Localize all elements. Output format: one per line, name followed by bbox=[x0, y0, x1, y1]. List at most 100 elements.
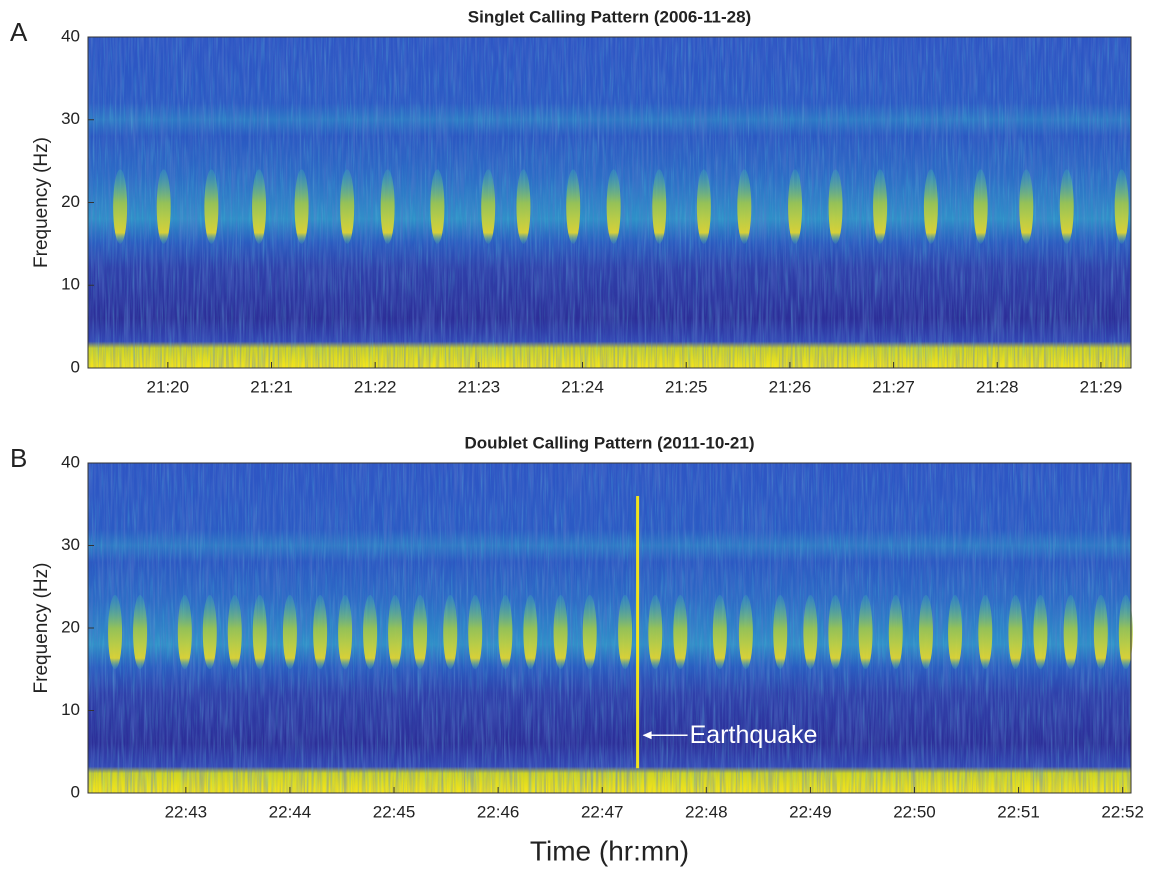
x-tick-label: 22:46 bbox=[477, 802, 520, 821]
x-tick-label: 22:43 bbox=[165, 802, 208, 821]
spectrogram-texture bbox=[88, 463, 1131, 793]
call bbox=[156, 169, 171, 244]
chart-title: Singlet Calling Pattern (2006-11-28) bbox=[468, 7, 751, 26]
x-axis-label: Time (hr:mn) bbox=[530, 835, 689, 866]
y-axis-label: Frequency (Hz) bbox=[31, 137, 52, 268]
y-tick-label: 10 bbox=[61, 700, 80, 719]
call bbox=[948, 595, 963, 670]
call bbox=[516, 169, 531, 244]
x-tick-label: 22:50 bbox=[893, 802, 936, 821]
y-tick-label: 10 bbox=[61, 275, 80, 294]
x-tick-label: 22:51 bbox=[997, 802, 1040, 821]
call bbox=[648, 595, 663, 670]
call bbox=[618, 595, 633, 670]
x-tick-label: 21:22 bbox=[354, 377, 397, 396]
call bbox=[738, 595, 753, 670]
call bbox=[973, 169, 988, 244]
call bbox=[294, 169, 309, 244]
y-tick-label: 0 bbox=[71, 357, 80, 376]
call bbox=[828, 169, 843, 244]
x-tick-label: 21:25 bbox=[665, 377, 708, 396]
call bbox=[1093, 595, 1108, 670]
call bbox=[712, 595, 727, 670]
call bbox=[1019, 169, 1034, 244]
y-tick-label: 20 bbox=[61, 192, 80, 211]
call bbox=[1063, 595, 1078, 670]
call bbox=[1033, 595, 1048, 670]
call bbox=[282, 595, 297, 670]
call bbox=[133, 595, 148, 670]
call bbox=[108, 595, 123, 670]
x-tick-label: 21:21 bbox=[250, 377, 293, 396]
call bbox=[788, 169, 803, 244]
call bbox=[673, 595, 688, 670]
y-tick-label: 20 bbox=[61, 617, 80, 636]
call bbox=[113, 169, 128, 244]
y-tick-label: 30 bbox=[61, 109, 80, 128]
call bbox=[828, 595, 843, 670]
call bbox=[873, 169, 888, 244]
y-tick-label: 0 bbox=[71, 782, 80, 801]
call bbox=[340, 169, 355, 244]
call bbox=[888, 595, 903, 670]
call bbox=[481, 169, 496, 244]
call bbox=[803, 595, 818, 670]
call bbox=[363, 595, 378, 670]
call bbox=[523, 595, 538, 670]
x-tick-label: 22:44 bbox=[269, 802, 312, 821]
x-tick-label: 21:26 bbox=[769, 377, 812, 396]
call bbox=[498, 595, 513, 670]
call bbox=[413, 595, 428, 670]
x-tick-label: 22:48 bbox=[685, 802, 728, 821]
call bbox=[1059, 169, 1074, 244]
call bbox=[737, 169, 752, 244]
y-tick-label: 40 bbox=[61, 26, 80, 45]
call bbox=[430, 169, 445, 244]
x-tick-label: 21:24 bbox=[561, 377, 604, 396]
call bbox=[380, 169, 395, 244]
call bbox=[468, 595, 483, 670]
panel-label: A bbox=[10, 17, 28, 47]
call bbox=[652, 169, 667, 244]
call bbox=[202, 595, 217, 670]
chart-title: Doublet Calling Pattern (2011-10-21) bbox=[464, 433, 754, 452]
y-tick-label: 40 bbox=[61, 452, 80, 471]
call bbox=[204, 169, 219, 244]
call bbox=[918, 595, 933, 670]
x-tick-label: 22:49 bbox=[789, 802, 832, 821]
call bbox=[858, 595, 873, 670]
x-tick-label: 21:23 bbox=[458, 377, 501, 396]
y-tick-label: 30 bbox=[61, 535, 80, 554]
annotation-text: Earthquake bbox=[690, 721, 818, 749]
call bbox=[1118, 595, 1133, 670]
call bbox=[1114, 169, 1129, 244]
call bbox=[582, 595, 597, 670]
call bbox=[443, 595, 458, 670]
call bbox=[566, 169, 581, 244]
panel-label: B bbox=[10, 443, 27, 473]
call bbox=[1008, 595, 1023, 670]
call bbox=[252, 169, 267, 244]
x-tick-label: 21:20 bbox=[147, 377, 190, 396]
call bbox=[923, 169, 938, 244]
call bbox=[252, 595, 267, 670]
call bbox=[177, 595, 192, 670]
call bbox=[313, 595, 328, 670]
annotation-arrowhead bbox=[642, 731, 652, 740]
y-axis-label: Frequency (Hz) bbox=[31, 563, 52, 694]
call bbox=[978, 595, 993, 670]
call bbox=[773, 595, 788, 670]
call bbox=[338, 595, 353, 670]
x-tick-label: 21:27 bbox=[872, 377, 915, 396]
call bbox=[227, 595, 242, 670]
x-tick-label: 22:45 bbox=[373, 802, 416, 821]
call bbox=[388, 595, 403, 670]
call bbox=[553, 595, 568, 670]
x-tick-label: 21:28 bbox=[976, 377, 1019, 396]
x-tick-label: 22:52 bbox=[1101, 802, 1144, 821]
call bbox=[696, 169, 711, 244]
x-tick-label: 21:29 bbox=[1080, 377, 1123, 396]
x-tick-label: 22:47 bbox=[581, 802, 624, 821]
call bbox=[606, 169, 621, 244]
